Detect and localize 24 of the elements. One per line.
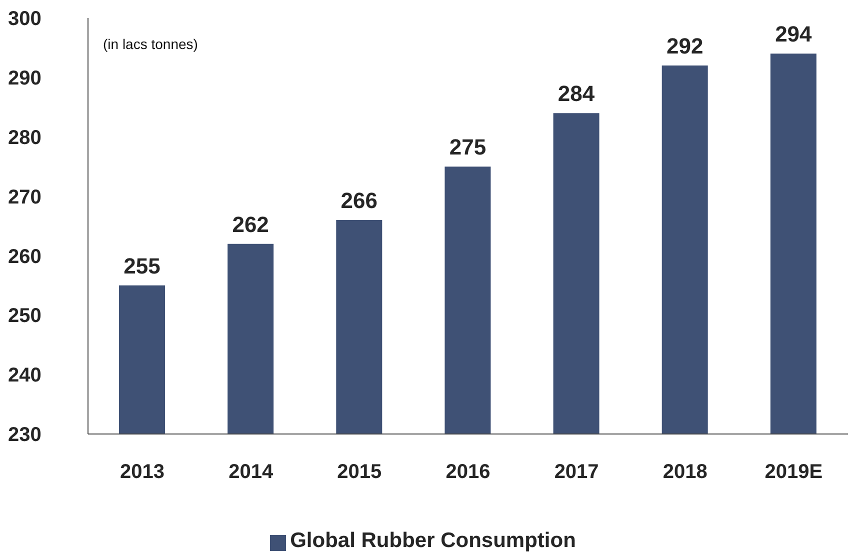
x-tick-label: 2018 [662,461,708,484]
y-tick-label: 290 [8,68,42,90]
x-tick-label: 2019E [764,461,823,484]
y-tick-label: 270 [8,186,42,208]
data-label: 262 [232,212,269,237]
data-label: 255 [124,253,160,278]
y-tick-label: 260 [8,246,42,268]
x-tick-label: 2017 [554,461,599,484]
y-tick-label: 240 [8,364,42,387]
x-tick-label: 2014 [228,461,274,484]
x-tick-label: 2015 [337,461,382,484]
y-tick-label: 300 [8,8,42,30]
y-tick-label: 230 [8,424,42,446]
data-label: 275 [449,134,486,160]
data-label: 292 [666,34,704,59]
x-tick-label: 2016 [446,461,490,484]
data-label: 284 [558,81,596,106]
legend-label: Global Rubber Consumption [290,529,576,552]
data-label: 294 [775,22,813,47]
y-tick-label: 250 [8,305,42,328]
data-label: 266 [340,188,378,214]
x-tick-label: 2013 [120,461,165,484]
annotation: (in lacs tonnes) [103,36,198,52]
y-tick-label: 280 [8,126,42,149]
